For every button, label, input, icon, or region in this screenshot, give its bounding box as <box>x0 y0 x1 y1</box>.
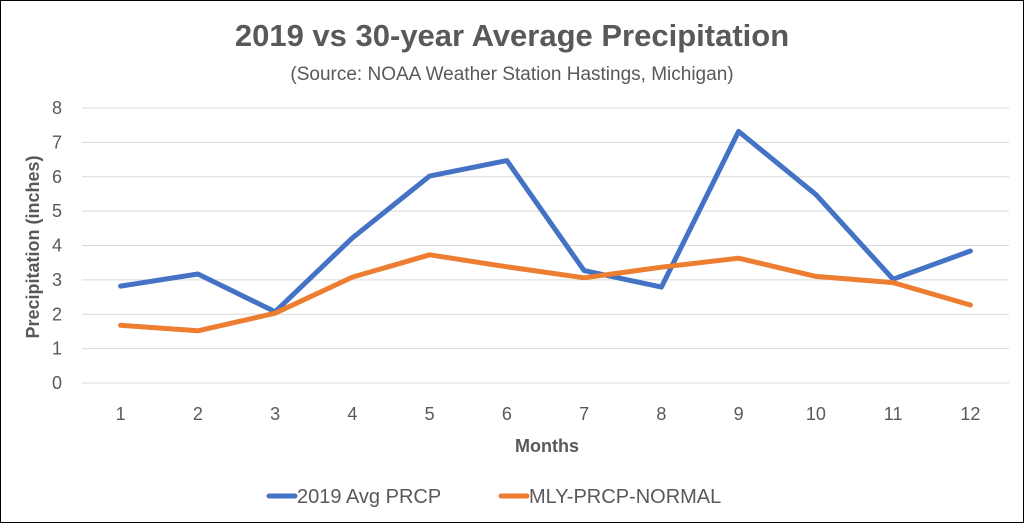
x-tick-label: 2 <box>193 404 203 424</box>
x-tick-labels: 1 2 3 4 5 6 7 8 9 10 11 12 <box>116 404 981 424</box>
x-tick-label: 10 <box>806 404 826 424</box>
y-tick-label: 7 <box>52 132 62 152</box>
gridlines <box>82 107 1009 384</box>
y-tick-label: 4 <box>52 236 62 256</box>
y-tick-label: 0 <box>52 373 62 393</box>
legend: 2019 Avg PRCP MLY-PRCP-NORMAL <box>266 486 721 508</box>
y-tick-label: 5 <box>52 201 62 221</box>
legend-label-2: MLY-PRCP-NORMAL <box>529 486 721 508</box>
x-tick-label: 5 <box>425 404 435 424</box>
x-tick-label: 4 <box>347 404 357 424</box>
x-tick-label: 3 <box>270 404 280 424</box>
y-tick-label: 1 <box>52 339 62 359</box>
x-tick-label: 11 <box>884 404 903 424</box>
chart-title: 2019 vs 30-year Average Precipitation <box>235 18 789 53</box>
y-tick-label: 2 <box>52 304 62 324</box>
y-tick-labels: 0 1 2 3 4 5 6 7 8 <box>52 98 62 393</box>
x-tick-label: 8 <box>656 404 666 424</box>
y-tick-label: 8 <box>52 98 62 118</box>
x-tick-label: 7 <box>579 404 589 424</box>
y-axis-title: Precipitation (inches) <box>23 155 43 338</box>
series-line-2 <box>118 252 973 334</box>
y-tick-label: 6 <box>52 167 62 187</box>
series-line-1 <box>118 128 973 315</box>
y-tick-label: 3 <box>52 270 62 290</box>
x-tick-label: 6 <box>502 404 512 424</box>
x-axis-title: Months <box>515 436 579 456</box>
legend-label-1: 2019 Avg PRCP <box>297 486 441 508</box>
chart-subtitle: (Source: NOAA Weather Station Hastings, … <box>290 64 733 85</box>
x-tick-label: 12 <box>960 404 980 424</box>
x-tick-label: 9 <box>734 404 744 424</box>
x-tick-label: 1 <box>116 404 126 424</box>
series-lines <box>118 128 973 334</box>
